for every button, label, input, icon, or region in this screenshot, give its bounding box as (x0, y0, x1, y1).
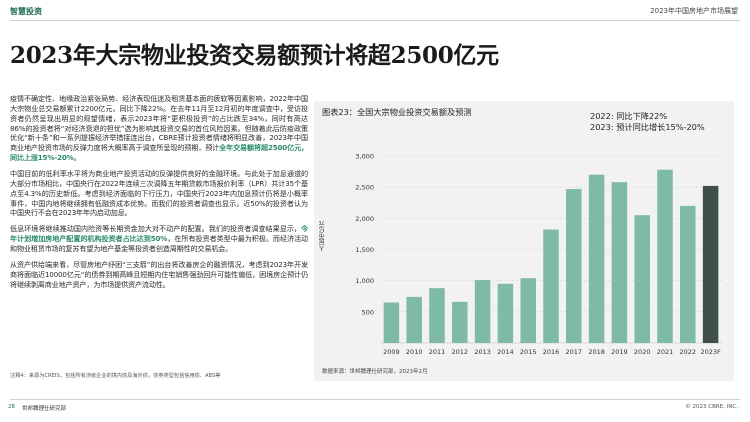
paragraph-1: 疫情不确定性、地缘政治紧张局势、经济表现低迷及租赁基本面的疲软等因素影响，202… (10, 94, 308, 163)
chart-annotation-2022: 2022: 同比下降22% (590, 111, 668, 121)
bar-2014 (497, 283, 514, 343)
x-tick-label: 2009 (383, 348, 400, 356)
footer-org: 世邦魏理仕研究部 (22, 406, 67, 412)
paragraph-text: 低息环境将继续推动国内险资等长期资金加大对不动产的配置。我们的投资者调查结果显示… (10, 224, 302, 234)
y-tick-label: 2,000 (355, 215, 374, 223)
bar-2018 (588, 174, 605, 343)
chart-title: 图表23：全国大宗物业投资交易额及预测 (322, 107, 472, 117)
paragraph-3: 低息环境将继续推动国内险资等长期资金加大对不动产的配置。我们的投资者调查结果显示… (10, 224, 308, 254)
body-text: 疫情不确定性、地缘政治紧张局势、经济表现低迷及租赁基本面的疲软等因素影响，202… (10, 94, 308, 295)
bar-2015 (520, 278, 536, 343)
footer-copyright: © 2023 CBRE, INC. (685, 404, 738, 410)
bar-2016 (543, 229, 559, 343)
footer-divider (10, 399, 740, 400)
paragraph-text: 。 (73, 153, 81, 163)
x-tick-label: 2012 (452, 348, 469, 356)
paragraph-2: 中国目前的低利率水平将为商业地产投资活动的反弹提供良好的金融环境。与此处于加息通… (10, 169, 308, 218)
x-tick-label: 2018 (588, 348, 605, 356)
x-tick-label: 2017 (566, 348, 583, 356)
paragraph-4: 从资产供给端来看，尽管房地产纾困“三支箭”的出台将改善房企的融资情况，考虑到20… (10, 260, 308, 290)
bar-forecast-2023F (702, 185, 719, 343)
bar-2010 (406, 296, 422, 343)
footnote: 注释4：来源为CREIS，包括所有涉房企业的境内债及海外债，债券类型包括信用债、… (10, 373, 221, 379)
x-tick-label: 2022 (680, 348, 697, 356)
x-tick-label: 2021 (657, 348, 674, 356)
y-tick-label: 3,000 (355, 153, 374, 161)
bar-2012 (452, 301, 468, 343)
bar-2019 (611, 182, 628, 343)
x-tick-label: 2014 (497, 348, 514, 356)
x-tick-label: 2023F (700, 348, 721, 356)
y-tick-label: 1,500 (355, 246, 374, 254)
page-title: 2023年大宗物业投资交易额预计将超2500亿元 (10, 42, 499, 69)
highlighted-text: 全年交易额将超2500亿元，同比上涨15%-20% (10, 143, 308, 163)
paragraph-text: 从资产供给端来看，尽管房地产纾困“三支箭”的出台将改善房企的融资情况，考虑到20… (10, 259, 308, 289)
x-tick-label: 2011 (429, 348, 446, 356)
x-tick-label: 2010 (406, 348, 423, 356)
bar-2020 (634, 215, 650, 343)
bar-2017 (566, 189, 582, 343)
chart-annotation-2023: 2023: 预计同比增长15%-20% (590, 122, 705, 132)
header-report-title: 2023年中国房地产市场展望 (650, 7, 738, 15)
bar-2022 (680, 205, 696, 343)
paragraph-text: ，在所有投资者类型中最为积极。而经济活动和物业租赁市场的复苏有望为地产基金等投资… (10, 234, 308, 254)
bar-2021 (657, 169, 673, 343)
bar-2011 (429, 288, 445, 343)
x-tick-label: 2016 (543, 348, 560, 356)
header-brand: 智慧投资 (10, 7, 42, 16)
bar-chart: 500 1,000 1,500 2,000 2,500 3,000 2009 2010 2011… (355, 153, 722, 356)
bar-2013 (474, 280, 491, 343)
y-tick-label: 500 (362, 308, 374, 316)
paragraph-text: 疫情不确定性、地缘政治紧张局势、经济表现低迷及租赁基本面的疲软等因素影响，202… (10, 94, 308, 153)
paragraph-text: 中国目前的低利率水平将为商业地产投资活动的反弹提供良好的金融环境。与此处于加息通… (10, 169, 308, 218)
bar-2009 (383, 302, 400, 343)
y-tick-label: 2,500 (355, 184, 374, 192)
header-divider (10, 20, 740, 21)
x-tick-label: 2020 (634, 348, 651, 356)
page-number: 28 (8, 404, 15, 410)
highlighted-text: 今年计划增加房地产配置的机构投资者占比达到50% (10, 224, 308, 244)
x-tick-label: 2013 (474, 348, 491, 356)
x-tick-label: 2019 (611, 348, 628, 356)
chart-panel: 图表23：全国大宗物业投资交易额及预测 2022: 同比下降22% 2023: … (314, 101, 734, 381)
y-tick-label: 1,000 (355, 277, 374, 285)
chart-source: 数据来源：世邦魏理仕研究部，2023年2月 (322, 369, 428, 375)
x-tick-label: 2015 (520, 348, 537, 356)
